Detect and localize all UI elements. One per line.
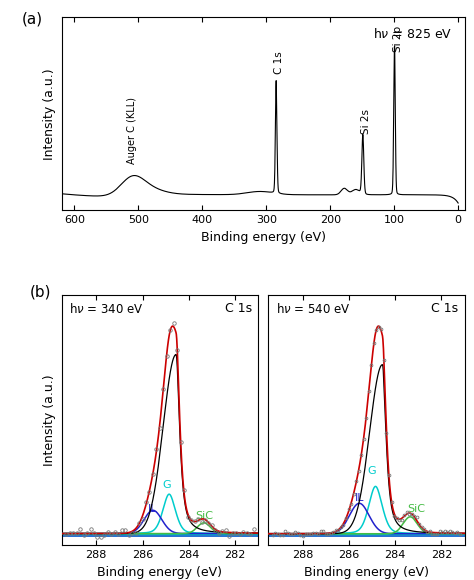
Text: IL: IL	[355, 493, 364, 503]
Text: IL: IL	[148, 503, 158, 514]
Text: C 1s: C 1s	[274, 52, 284, 74]
Text: Si 2s: Si 2s	[361, 110, 371, 135]
Text: G: G	[163, 480, 171, 491]
Y-axis label: Intensity (a.u.): Intensity (a.u.)	[43, 374, 56, 466]
X-axis label: Binding energy (eV): Binding energy (eV)	[97, 566, 222, 579]
Text: (a): (a)	[21, 12, 43, 27]
Text: h$\nu$ = 340 eV: h$\nu$ = 340 eV	[70, 302, 144, 316]
Text: h$\nu$ = 540 eV: h$\nu$ = 540 eV	[276, 302, 350, 316]
Text: (b): (b)	[30, 284, 52, 299]
Text: h$\nu$ = 825 eV: h$\nu$ = 825 eV	[373, 27, 452, 41]
Text: Auger C (KLL): Auger C (KLL)	[127, 97, 137, 164]
X-axis label: Binding energy (eV): Binding energy (eV)	[201, 231, 326, 244]
Text: C 1s: C 1s	[225, 302, 252, 315]
X-axis label: Binding energy (eV): Binding energy (eV)	[304, 566, 429, 579]
Text: Si 2p: Si 2p	[393, 26, 403, 52]
Text: SiC: SiC	[195, 511, 213, 521]
Text: SiC: SiC	[407, 503, 425, 514]
Text: G: G	[368, 466, 376, 476]
Text: C 1s: C 1s	[431, 302, 459, 315]
Y-axis label: Intensity (a.u.): Intensity (a.u.)	[43, 68, 56, 160]
